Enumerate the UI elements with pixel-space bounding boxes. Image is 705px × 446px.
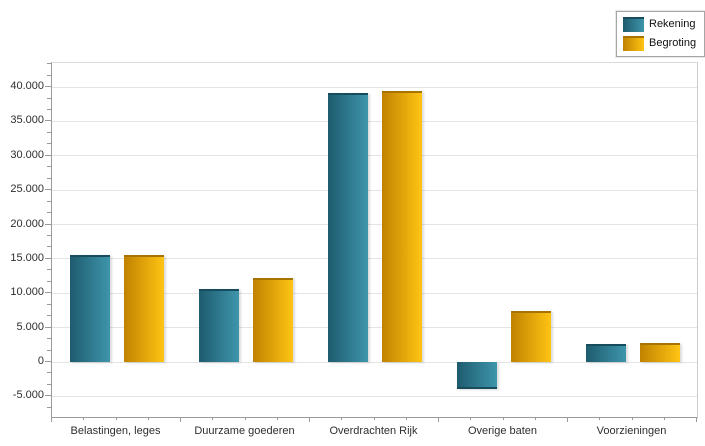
- y-axis-major-tick: [45, 292, 52, 294]
- x-axis-category-label: Belastingen, leges: [70, 425, 161, 437]
- y-axis-minor-tick: [47, 303, 52, 305]
- x-axis-minor-tick: [147, 417, 149, 420]
- x-axis-minor-tick: [631, 417, 633, 420]
- y-axis-minor-tick: [47, 74, 52, 76]
- gridline: [52, 361, 697, 363]
- x-axis-minor-tick: [212, 417, 214, 420]
- legend: Rekening Begroting: [616, 11, 705, 57]
- rekening-color-swatch: [623, 17, 644, 32]
- y-axis-major-tick: [45, 395, 52, 397]
- y-axis-minor-tick: [47, 166, 52, 168]
- y-axis-minor-tick: [47, 200, 52, 202]
- y-axis-minor-tick: [47, 63, 52, 65]
- bar-begroting-2[interactable]: [252, 277, 293, 362]
- legend-label-begroting: Begroting: [649, 37, 697, 49]
- gridline: [52, 86, 697, 88]
- gridline: [52, 155, 697, 157]
- x-axis-minor-tick: [663, 417, 665, 420]
- y-axis-tick-label: 20.000: [10, 217, 44, 230]
- x-axis-minor-tick: [115, 417, 117, 420]
- x-axis-minor-tick: [502, 417, 504, 420]
- y-axis-minor-tick: [47, 97, 52, 99]
- x-axis-minor-tick: [405, 417, 407, 420]
- y-axis-tick-label: 30.000: [10, 148, 44, 161]
- x-axis-major-tick: [696, 417, 697, 422]
- x-axis-minor-tick: [276, 417, 278, 420]
- bar-rekening-2[interactable]: [198, 289, 239, 362]
- legend-item-begroting[interactable]: Begroting: [623, 36, 696, 51]
- x-axis-major-tick: [309, 417, 310, 422]
- legend-item-rekening[interactable]: Rekening: [623, 17, 696, 32]
- y-axis-minor-tick: [47, 108, 52, 110]
- y-axis-major-tick: [45, 120, 52, 122]
- gridline: [52, 327, 697, 329]
- bar-rekening-4[interactable]: [456, 362, 497, 390]
- y-axis-minor-tick: [47, 177, 52, 179]
- y-axis-major-tick: [45, 154, 52, 156]
- y-axis-minor-tick: [47, 372, 52, 374]
- y-axis-tick-label: 15.000: [10, 251, 44, 264]
- y-axis-minor-tick: [47, 383, 52, 385]
- gridline: [52, 395, 697, 397]
- plot-area: [51, 62, 698, 418]
- y-axis-tick-label: 35.000: [10, 114, 44, 127]
- y-axis-major-tick: [45, 257, 52, 259]
- gridline: [52, 292, 697, 294]
- y-axis-tick-label: 25.000: [10, 183, 44, 196]
- x-axis-category-label: Overige baten: [467, 425, 538, 437]
- bar-rekening-1[interactable]: [69, 255, 110, 362]
- y-axis-tick-label: 10.000: [10, 286, 44, 299]
- x-axis-minor-tick: [83, 417, 85, 420]
- x-axis-minor-tick: [373, 417, 375, 420]
- bar-rekening-5[interactable]: [585, 344, 626, 362]
- y-axis-major-tick: [45, 86, 52, 88]
- x-axis-minor-tick: [534, 417, 536, 420]
- x-axis-minor-tick: [341, 417, 343, 420]
- x-axis-category-label: Duurzame goederen: [194, 425, 295, 437]
- y-axis-tick-label: 0: [37, 355, 44, 367]
- y-axis-major-tick: [45, 361, 52, 362]
- gridline: [52, 258, 697, 260]
- bar-begroting-3[interactable]: [381, 91, 422, 362]
- y-axis-minor-tick: [47, 406, 52, 408]
- bar-begroting-5[interactable]: [639, 343, 680, 362]
- bar-rekening-3[interactable]: [327, 92, 368, 362]
- y-axis-minor-tick: [47, 338, 52, 340]
- bar-begroting-4[interactable]: [510, 311, 551, 362]
- x-axis-minor-tick: [470, 417, 472, 420]
- y-axis-minor-tick: [47, 349, 52, 351]
- x-axis-minor-tick: [244, 417, 246, 420]
- y-axis-tick-label: 5.000: [16, 320, 44, 333]
- x-axis-category-label: Voorzieningen: [596, 425, 667, 437]
- begroting-color-swatch: [623, 36, 644, 51]
- y-axis-major-tick: [45, 223, 52, 225]
- legend-label-rekening: Rekening: [649, 18, 696, 30]
- y-axis-tick-label: 40.000: [10, 80, 44, 93]
- y-axis-minor-tick: [47, 269, 52, 271]
- x-axis-minor-tick: [599, 417, 601, 420]
- x-axis-major-tick: [438, 417, 439, 422]
- bar-begroting-1[interactable]: [123, 255, 164, 362]
- y-axis-major-tick: [45, 189, 52, 191]
- x-axis-category-label: Overdrachten Rijk: [329, 425, 418, 437]
- gridline: [52, 120, 697, 122]
- y-axis-minor-tick: [47, 212, 52, 214]
- y-axis-minor-tick: [47, 143, 52, 145]
- y-axis-minor-tick: [47, 234, 52, 236]
- gridline: [52, 224, 697, 226]
- x-axis-major-tick: [51, 417, 52, 422]
- y-axis-tick-label: -5.000: [12, 389, 44, 402]
- y-axis-minor-tick: [47, 315, 52, 317]
- x-axis-major-tick: [180, 417, 181, 422]
- y-axis-minor-tick: [47, 131, 52, 133]
- y-axis-major-tick: [45, 326, 52, 328]
- x-axis-major-tick: [567, 417, 568, 422]
- gridline: [52, 189, 697, 191]
- y-axis-minor-tick: [47, 246, 52, 248]
- y-axis-minor-tick: [47, 280, 52, 282]
